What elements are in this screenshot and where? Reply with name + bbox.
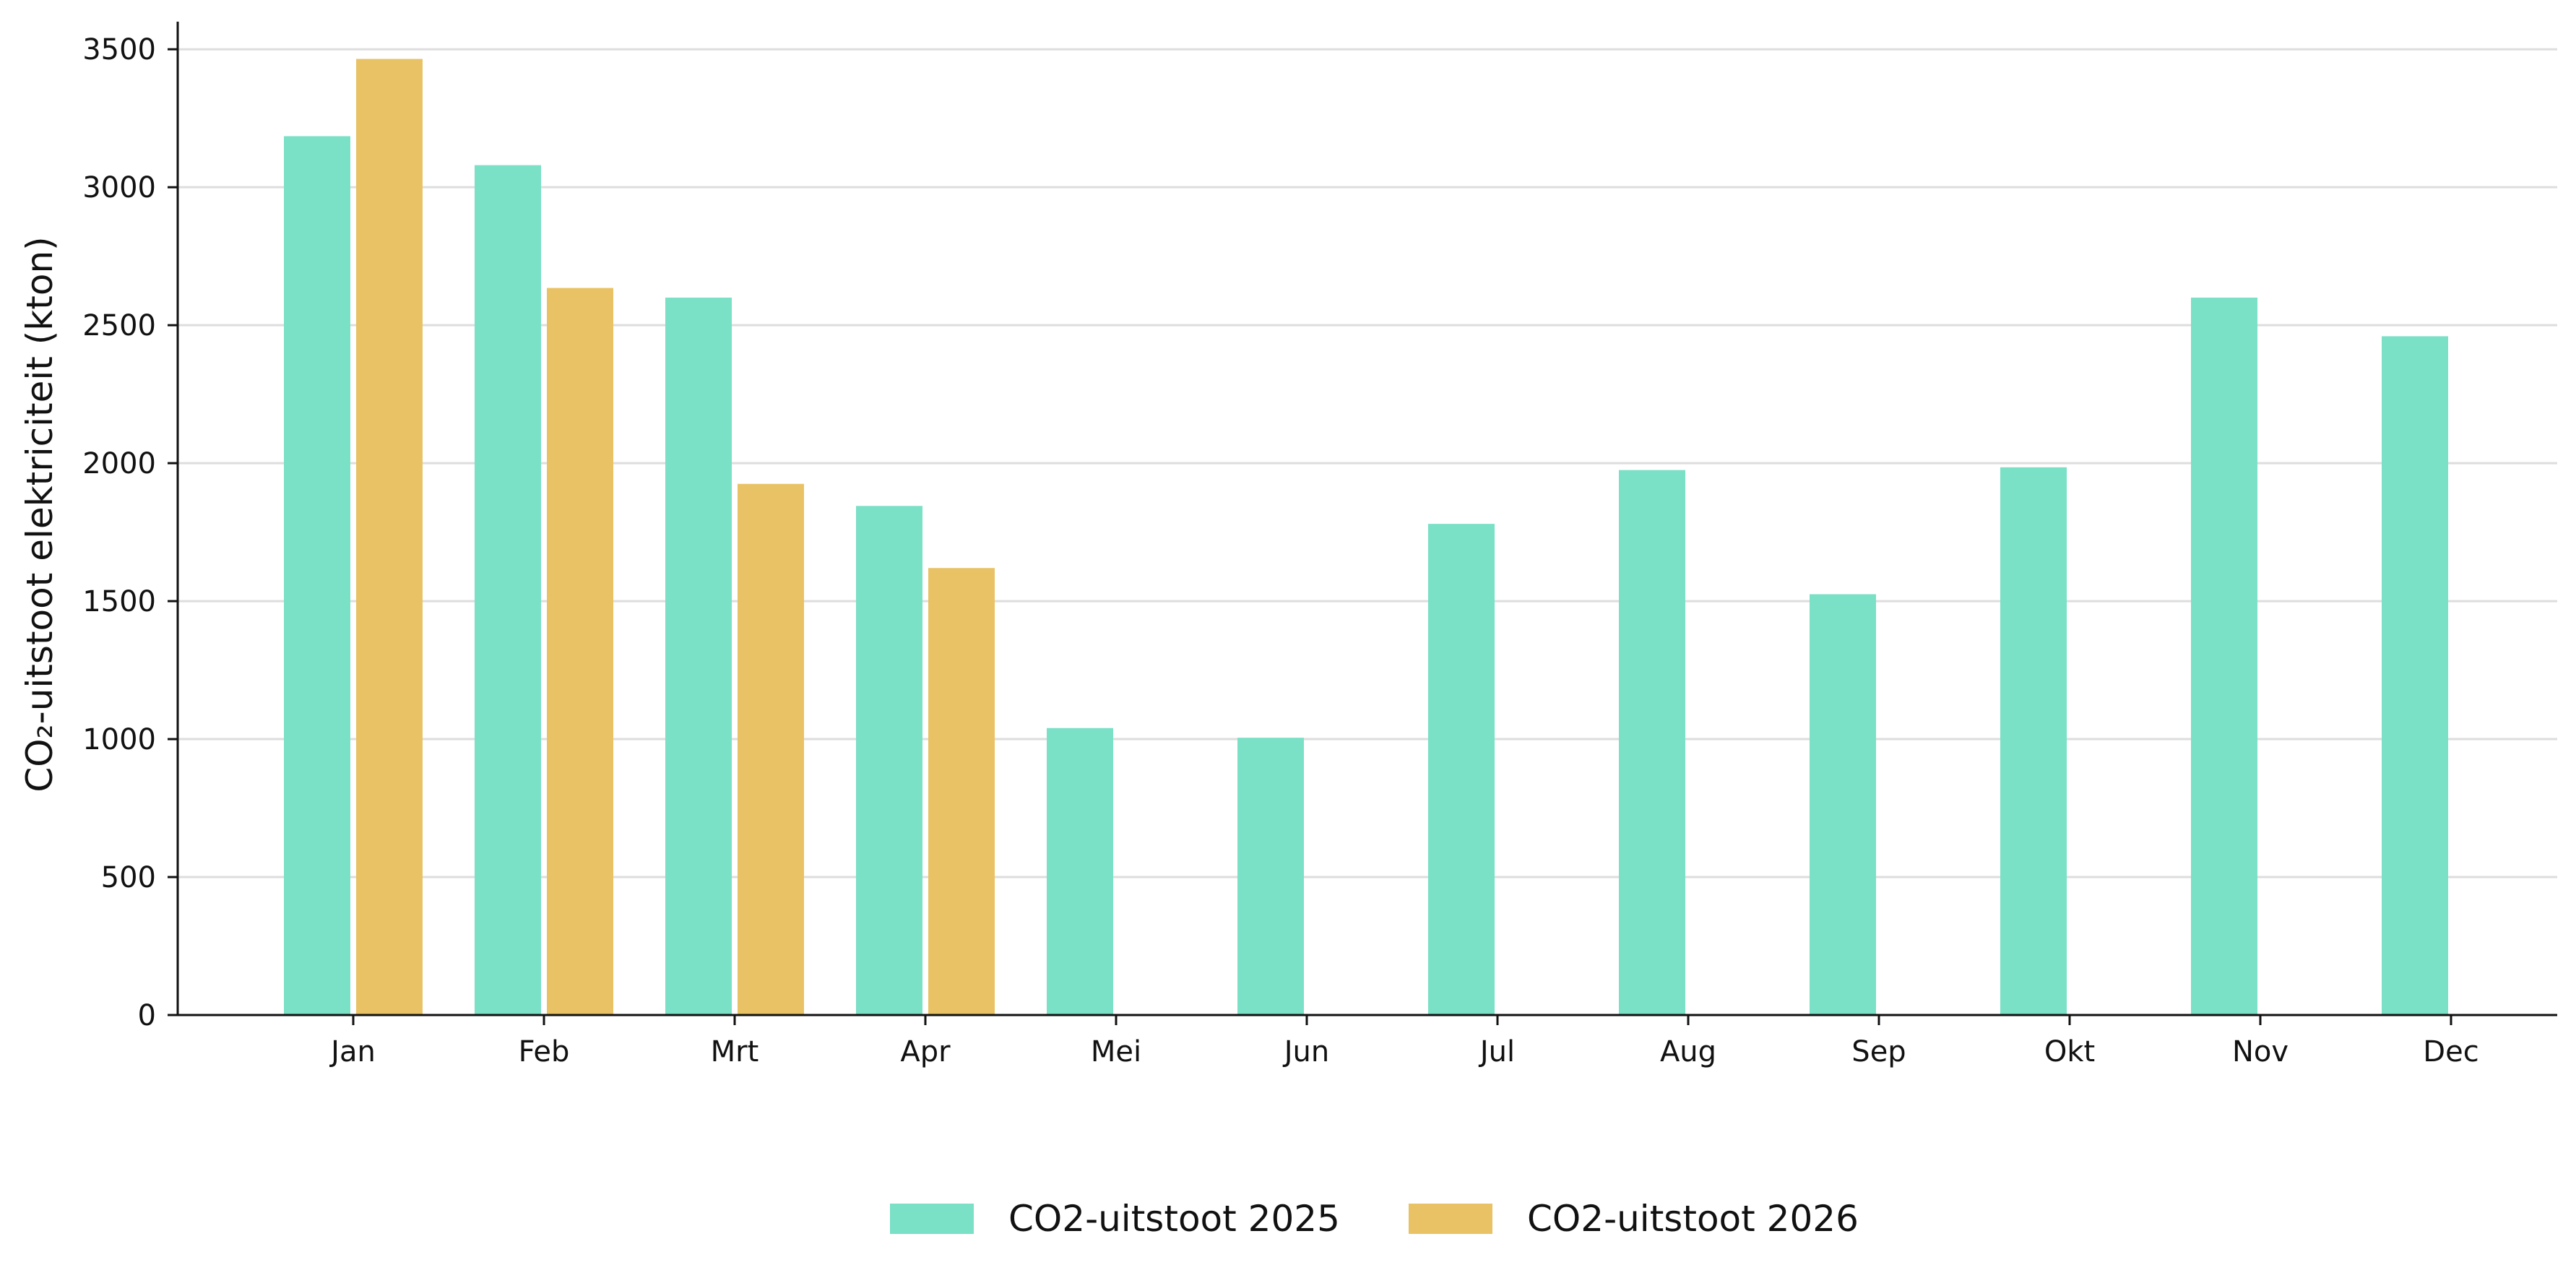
x-tick-labels: Jan Feb Mrt Apr Mei Jun Jul Aug Sep Okt Nov Dec bbox=[329, 1015, 2479, 1068]
x-tick-label: Okt bbox=[2044, 1035, 2095, 1068]
x-tick-label: Aug bbox=[1660, 1035, 1716, 1068]
bar-jan-series-1 bbox=[284, 136, 350, 1015]
legend-label: CO2-uitstoot 2025 bbox=[1008, 1198, 1340, 1240]
bar-feb-series-1 bbox=[475, 165, 541, 1016]
legend-swatch bbox=[890, 1204, 974, 1234]
y-tick-label: 0 bbox=[138, 999, 156, 1032]
bar-aug-series-1 bbox=[1619, 470, 1685, 1015]
bar-jul-series-1 bbox=[1428, 524, 1495, 1015]
bar-mrt-series-1 bbox=[665, 297, 732, 1015]
y-tick-label: 1000 bbox=[82, 723, 156, 756]
y-tick-label: 1500 bbox=[82, 585, 156, 618]
bar-apr-series-1 bbox=[856, 506, 922, 1015]
bar-dec-series-1 bbox=[2382, 336, 2448, 1016]
x-tick-label: Mrt bbox=[711, 1035, 759, 1068]
y-axis-title: CO₂-uitstoot elektriciteit (kton) bbox=[19, 236, 61, 792]
x-tick-label: Dec bbox=[2423, 1035, 2478, 1068]
x-tick-label: Apr bbox=[900, 1035, 951, 1068]
bar-feb-series-2 bbox=[547, 288, 613, 1015]
x-tick-label: Jul bbox=[1478, 1035, 1515, 1068]
x-tick-label: Feb bbox=[519, 1035, 570, 1068]
y-tick-label: 3000 bbox=[82, 171, 156, 204]
legend-label: CO2-uitstoot 2026 bbox=[1527, 1198, 1859, 1240]
bar-jun-series-1 bbox=[1237, 738, 1304, 1015]
legend: CO2-uitstoot 2025 CO2-uitstoot 2026 bbox=[890, 1198, 1859, 1240]
y-tick-label: 2000 bbox=[82, 447, 156, 480]
x-tick-label: Sep bbox=[1851, 1035, 1906, 1068]
x-tick-label: Mei bbox=[1091, 1035, 1141, 1068]
legend-swatch bbox=[1409, 1204, 1492, 1234]
x-tick-label: Jun bbox=[1282, 1035, 1330, 1068]
y-tick-label: 500 bbox=[101, 861, 156, 894]
bar-jan-series-2 bbox=[356, 59, 423, 1015]
bar-mrt-series-2 bbox=[738, 483, 804, 1015]
bars bbox=[284, 59, 2448, 1016]
bar-nov-series-1 bbox=[2191, 297, 2257, 1015]
y-tick-label: 2500 bbox=[82, 309, 156, 342]
x-tick-label: Jan bbox=[329, 1035, 376, 1068]
x-tick-label: Nov bbox=[2232, 1035, 2288, 1068]
bar-okt-series-1 bbox=[2000, 467, 2067, 1015]
bar-sep-series-1 bbox=[1810, 594, 1876, 1015]
bar-apr-series-2 bbox=[928, 568, 995, 1015]
bar-mei-series-1 bbox=[1047, 727, 1113, 1015]
y-tick-label: 3500 bbox=[82, 33, 156, 66]
y-tick-labels: 0 500 1000 1500 2000 2500 3000 3500 bbox=[82, 33, 178, 1032]
